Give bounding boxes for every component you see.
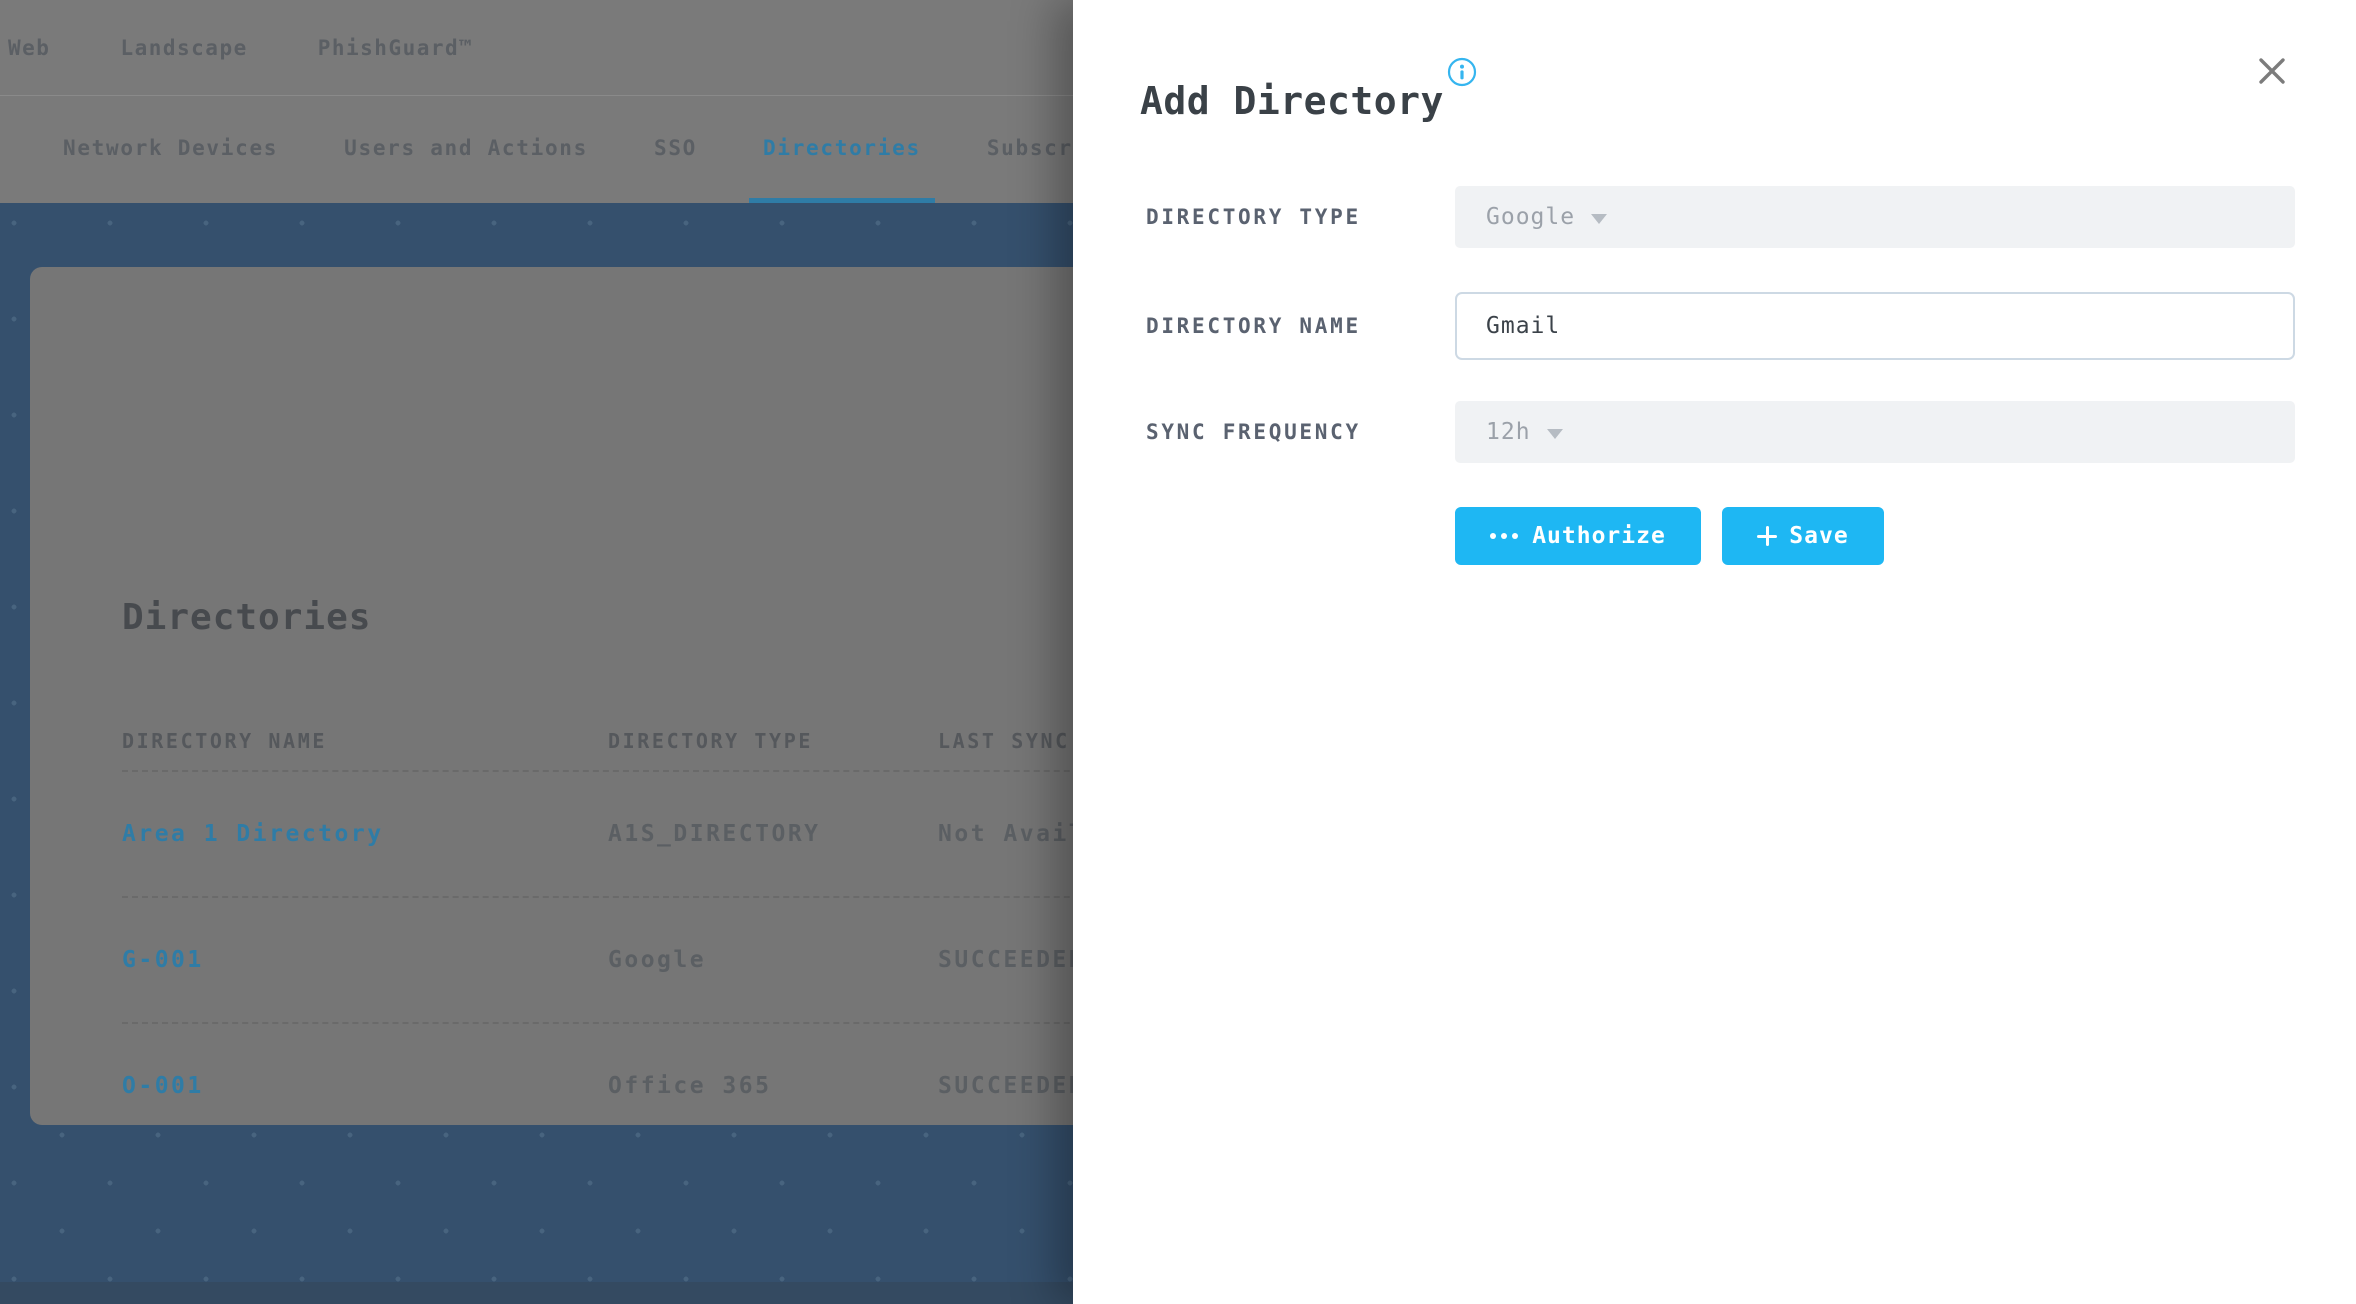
directory-link[interactable]: Area 1 Directory xyxy=(122,821,384,847)
col-header-directory-type: DIRECTORY TYPE xyxy=(608,729,813,753)
page-title: Directories xyxy=(122,597,372,638)
nav-item-web[interactable]: Web xyxy=(8,35,51,60)
directory-link[interactable]: O-001 xyxy=(122,1073,204,1099)
col-header-directory-name: DIRECTORY NAME xyxy=(122,729,327,753)
ellipsis-icon xyxy=(1490,533,1519,539)
directory-name-row: DIRECTORY NAME xyxy=(1073,292,2356,360)
save-button-label: Save xyxy=(1789,523,1849,549)
directory-type-row: DIRECTORY TYPE Google xyxy=(1073,186,2356,248)
nav-item-landscape[interactable]: Landscape xyxy=(120,35,248,60)
add-directory-panel: Add Directory DIRECTORY TYPE Google DIRE… xyxy=(1073,0,2356,1304)
tab-sso[interactable]: SSO xyxy=(654,135,698,160)
modal-backdrop[interactable] xyxy=(0,0,1073,1304)
sync-frequency-select[interactable]: 12h xyxy=(1455,401,2295,463)
chevron-down-icon xyxy=(1546,428,1563,439)
table-row: O-001 Office 365 SUCCEEDED xyxy=(122,1024,2282,1125)
plus-icon xyxy=(1757,526,1778,546)
save-button[interactable]: Save xyxy=(1722,507,1884,565)
sync-frequency-row: SYNC FREQUENCY 12h xyxy=(1073,401,2356,463)
directory-type-cell: Office 365 xyxy=(608,1073,772,1099)
last-sync-cell: SUCCEEDED xyxy=(938,1073,1086,1099)
directory-name-input[interactable] xyxy=(1455,292,2295,360)
info-icon[interactable] xyxy=(1447,57,1477,87)
directory-type-label: DIRECTORY TYPE xyxy=(1146,205,1361,229)
last-sync-cell: SUCCEEDED xyxy=(938,947,1086,973)
tab-users-and-actions[interactable]: Users and Actions xyxy=(344,135,588,160)
tab-directories[interactable]: Directories xyxy=(749,97,935,203)
sync-frequency-value: 12h xyxy=(1486,419,1531,445)
nav-item-phishguard[interactable]: PhishGuard™ xyxy=(317,35,474,60)
authorize-button-label: Authorize xyxy=(1532,523,1666,549)
panel-actions: Authorize Save xyxy=(1455,507,1884,565)
directory-type-value: Google xyxy=(1486,204,1576,230)
sync-frequency-label: SYNC FREQUENCY xyxy=(1146,420,1361,444)
chevron-down-icon xyxy=(1591,213,1608,224)
directory-name-label: DIRECTORY NAME xyxy=(1146,314,1361,338)
directory-link[interactable]: G-001 xyxy=(122,947,204,973)
directory-type-cell: Google xyxy=(608,947,707,973)
directory-type-select[interactable]: Google xyxy=(1455,186,2295,248)
panel-title: Add Directory xyxy=(1140,79,1444,124)
close-icon[interactable] xyxy=(2252,51,2292,91)
directory-type-cell: A1S_DIRECTORY xyxy=(608,821,821,847)
authorize-button[interactable]: Authorize xyxy=(1455,507,1701,565)
tab-network-devices[interactable]: Network Devices xyxy=(63,135,279,160)
